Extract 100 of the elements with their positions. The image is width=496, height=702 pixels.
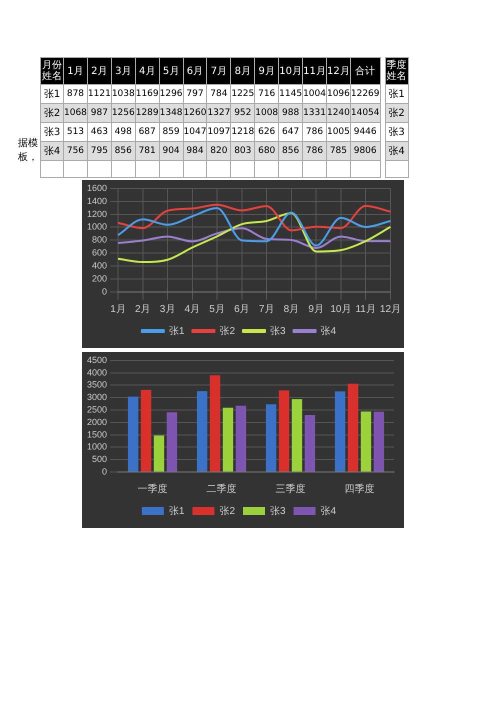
x-tick-label: 10月	[278, 58, 303, 84]
data-label: 1004	[302, 84, 326, 104]
y-tick-label: 3000	[86, 392, 108, 402]
data-label: 952	[230, 104, 255, 122]
data-label: 1260	[183, 104, 207, 122]
data-label: 1348	[159, 104, 184, 122]
legend-label: 张4	[320, 504, 337, 517]
x-tick-label: 4月	[184, 304, 200, 315]
x-tick-label: 2月	[135, 304, 151, 315]
y-tick-label: 2000	[86, 416, 108, 427]
bar	[374, 412, 384, 472]
data-label: 795	[87, 142, 112, 160]
x-tick-label: 8月	[284, 304, 300, 315]
y-tick-label: 3500	[86, 380, 108, 390]
x-tick-label: 1月	[110, 304, 126, 315]
bar	[128, 396, 138, 472]
text: 据模板，	[17, 136, 39, 164]
bar	[222, 408, 234, 472]
text: 张1	[385, 84, 408, 104]
y-tick-label: 600	[92, 248, 108, 258]
x-tick-label: 6月	[183, 58, 207, 84]
y-tick-label: 张3	[40, 122, 64, 142]
data-label: 856	[278, 142, 303, 160]
data-label: 878	[64, 84, 88, 104]
y-tick-label: 800	[92, 234, 108, 245]
data-label: 626	[254, 122, 279, 142]
x-tick-label: 合计	[350, 58, 380, 84]
y-tick-label: 0	[102, 466, 108, 476]
data-label: 1145	[278, 84, 303, 104]
x-tick-label: 3月	[160, 304, 176, 315]
bar	[236, 406, 246, 472]
x-tick-label: 7月	[206, 58, 231, 84]
data-label: 1225	[230, 84, 255, 104]
bar	[278, 390, 290, 472]
data-label: 987	[87, 104, 112, 122]
y-tick-label: 1200	[86, 208, 108, 219]
data-label: 1068	[64, 104, 88, 122]
text: 月份姓名	[40, 58, 64, 84]
legend-label: 张3	[270, 324, 286, 337]
x-tick-label: 3月	[111, 58, 136, 84]
x-tick-label: 4月	[135, 58, 160, 84]
data-label: 12269	[350, 84, 380, 104]
data-label: 797	[183, 84, 207, 104]
x-tick-label: 12月	[380, 304, 401, 315]
y-tick-label: 张2	[40, 104, 64, 122]
data-label: 14054	[350, 104, 380, 122]
y-tick-label: 1000	[86, 442, 108, 452]
text: 季度姓名	[385, 58, 408, 84]
bar	[360, 411, 372, 472]
legend-label: 张2	[219, 324, 236, 337]
data-label: 820	[206, 142, 231, 160]
x-tick-label: 2月	[87, 58, 112, 84]
x-tick-label: 二季度	[206, 482, 237, 495]
bar	[348, 384, 358, 472]
bar	[292, 399, 302, 472]
data-label: 1097	[206, 122, 231, 142]
x-tick-label: 一季度	[138, 482, 168, 495]
data-label: 1327	[206, 104, 231, 122]
y-tick-label: 张1	[40, 84, 64, 104]
y-tick-label: 1600	[86, 182, 108, 193]
data-label: 856	[111, 142, 136, 160]
data-label: 1331	[302, 104, 326, 122]
y-tick-label: 1000	[86, 222, 108, 232]
text: 张2	[385, 104, 408, 122]
y-tick-label: 200	[92, 274, 108, 284]
y-tick-label: 400	[92, 260, 108, 271]
y-tick-label: 1500	[86, 429, 108, 440]
bar	[266, 404, 276, 472]
text: 张4	[385, 142, 408, 160]
y-tick-label: 2500	[86, 404, 108, 414]
data-label: 647	[278, 122, 303, 142]
data-label: 1008	[254, 104, 279, 122]
bar	[196, 391, 208, 472]
x-tick-label: 9月	[254, 58, 279, 84]
data-label: 716	[254, 84, 279, 104]
data-label: 9806	[350, 142, 380, 160]
data-label: 1047	[183, 122, 207, 142]
bar	[210, 375, 220, 472]
x-tick-label: 三季度	[276, 482, 306, 495]
data-label: 756	[64, 142, 88, 160]
x-tick-label: 12月	[326, 58, 350, 84]
x-tick-label: 11月	[355, 304, 376, 315]
x-tick-label: 8月	[230, 58, 255, 84]
y-tick-label: 0	[102, 286, 108, 296]
y-tick-label: 张4	[40, 142, 64, 160]
bar	[304, 414, 316, 472]
y-tick-label: 4000	[86, 367, 108, 378]
data-label: 1218	[230, 122, 255, 142]
data-label: 1296	[159, 84, 184, 104]
data-label: 1289	[135, 104, 160, 122]
data-label: 1038	[111, 84, 136, 104]
x-tick-label: 1月	[64, 58, 88, 84]
data-label: 1240	[326, 104, 350, 122]
x-tick-label: 5月	[159, 58, 184, 84]
y-tick-label: 4500	[86, 354, 108, 365]
data-label: 9446	[350, 122, 380, 142]
bar	[154, 436, 164, 472]
text: 张3	[385, 122, 408, 142]
data-label: 1256	[111, 104, 136, 122]
x-tick-label: 7月	[258, 304, 274, 315]
